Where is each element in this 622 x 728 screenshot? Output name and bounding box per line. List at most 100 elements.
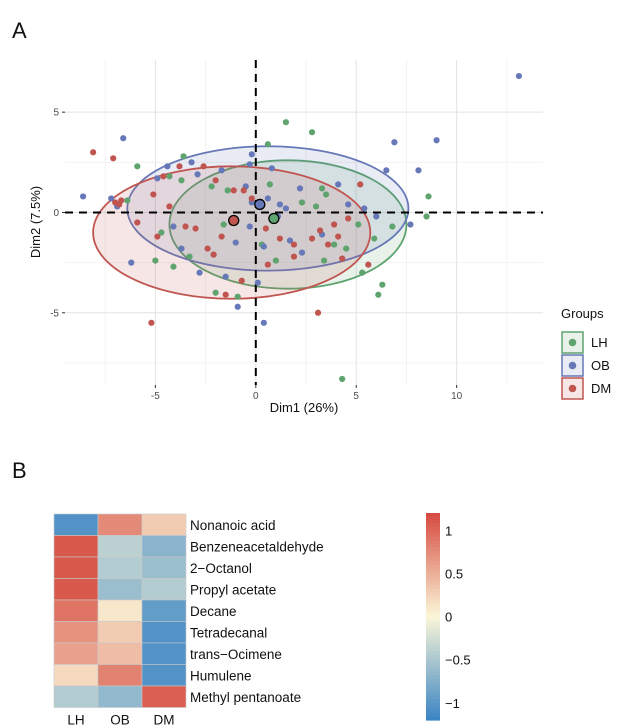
colorbar-segment — [426, 678, 440, 683]
legend-label: OB — [591, 358, 610, 373]
point-lh — [379, 281, 386, 288]
colorbar-segment — [426, 616, 440, 621]
colorbar-segment — [426, 695, 440, 700]
point-lh — [264, 141, 271, 148]
point-lh — [371, 235, 378, 242]
point-ob — [222, 273, 229, 280]
heatmap-cell — [53, 513, 99, 536]
point-dm — [112, 199, 119, 206]
point-ob — [373, 213, 380, 220]
heatmap-cell — [141, 621, 187, 644]
point-lh — [298, 199, 306, 206]
colorbar-segment — [426, 651, 440, 656]
x-axis-title: Dim1 (26%) — [270, 400, 339, 415]
point-ob — [391, 139, 398, 146]
point-dm — [160, 173, 167, 180]
heatmap-cell — [53, 642, 99, 665]
colorbar-segment — [426, 685, 440, 690]
point-lh — [423, 213, 430, 220]
colorbar-segment — [426, 702, 440, 707]
point-lh — [186, 253, 193, 260]
heatmap-column-label: OB — [110, 713, 130, 728]
heatmap-cell — [97, 578, 143, 601]
colorbar-segment — [426, 568, 440, 573]
point-dm — [308, 235, 316, 242]
colorbar-segment — [426, 540, 440, 545]
y-tick-label: -5 — [50, 308, 59, 319]
point-lh — [266, 181, 273, 188]
legend-label: LH — [591, 335, 608, 350]
point-dm — [331, 221, 338, 228]
colorbar-segment — [426, 557, 440, 562]
point-dm — [345, 215, 352, 222]
colorbar-segment — [426, 575, 440, 580]
heatmap-cell — [97, 621, 143, 644]
point-ob — [170, 223, 177, 230]
colorbar-segment — [426, 602, 440, 607]
point-ob — [268, 165, 275, 172]
heatmap-row-label: trans−Ocimene — [190, 647, 282, 662]
x-tick-label: 10 — [451, 391, 463, 402]
point-dm — [339, 255, 346, 262]
point-dm — [248, 195, 255, 202]
point-ob — [246, 161, 253, 168]
point-lh — [375, 291, 382, 298]
point-lh — [152, 257, 159, 264]
point-ob — [232, 239, 239, 246]
colorbar-segment — [426, 623, 440, 628]
point-lh — [389, 223, 396, 230]
point-dm — [148, 319, 155, 326]
point-ob — [515, 72, 522, 80]
point-lh — [425, 193, 432, 200]
colorbar-segment — [426, 709, 440, 714]
colorbar-segment — [426, 523, 440, 528]
heatmap-row-label: Propyl acetate — [190, 582, 276, 597]
point-dm — [264, 261, 271, 268]
point-ob — [178, 245, 185, 252]
colorbar-segment — [426, 716, 440, 721]
colorbar-segment — [426, 582, 440, 587]
point-dm — [262, 225, 269, 232]
legend-key-point — [568, 384, 577, 393]
point-ob — [335, 181, 342, 188]
colorbar-segment — [426, 599, 440, 604]
colorbar-segment — [426, 578, 440, 583]
point-dm — [90, 149, 97, 156]
legend-item-dm: DM — [561, 377, 611, 400]
reference-lines — [65, 60, 543, 385]
colorbar-segment — [426, 619, 440, 624]
colorbar-tick-label: −0.5 — [445, 653, 471, 668]
panel-label-a: A — [12, 18, 27, 43]
point-dm — [314, 309, 322, 316]
point-dm — [210, 251, 217, 258]
point-ob — [196, 269, 203, 276]
heatmap-cell — [53, 556, 99, 579]
point-dm — [176, 163, 183, 170]
heatmap-cell — [141, 556, 187, 579]
point-ob — [254, 279, 261, 286]
point-ob — [433, 137, 440, 144]
x-tick-label: 5 — [353, 391, 359, 402]
x-tick-label: -5 — [151, 391, 160, 402]
point-dm — [134, 219, 141, 226]
heatmap-cell — [97, 513, 143, 536]
point-dm — [240, 187, 247, 194]
point-dm — [325, 241, 332, 248]
colorbar-segment — [426, 533, 440, 538]
heatmap-cell — [97, 599, 143, 622]
colorbar-segment — [426, 585, 440, 590]
point-dm — [230, 187, 237, 194]
colorbar-segment — [426, 550, 440, 555]
colorbar-segment — [426, 571, 440, 576]
colorbar-segment — [426, 588, 440, 593]
point-ob — [128, 259, 135, 266]
colorbar-segment — [426, 526, 440, 531]
point-lh — [134, 163, 141, 170]
heatmap: Nonanoic acid Benzeneacetaldehyde 2−Octano… — [53, 513, 471, 728]
point-ob — [296, 185, 304, 192]
colorbar-gradient — [426, 513, 440, 721]
point-dm — [290, 241, 298, 248]
colorbar-segment — [426, 544, 440, 549]
y-axis-ticks: -5 0 5 — [50, 108, 65, 319]
